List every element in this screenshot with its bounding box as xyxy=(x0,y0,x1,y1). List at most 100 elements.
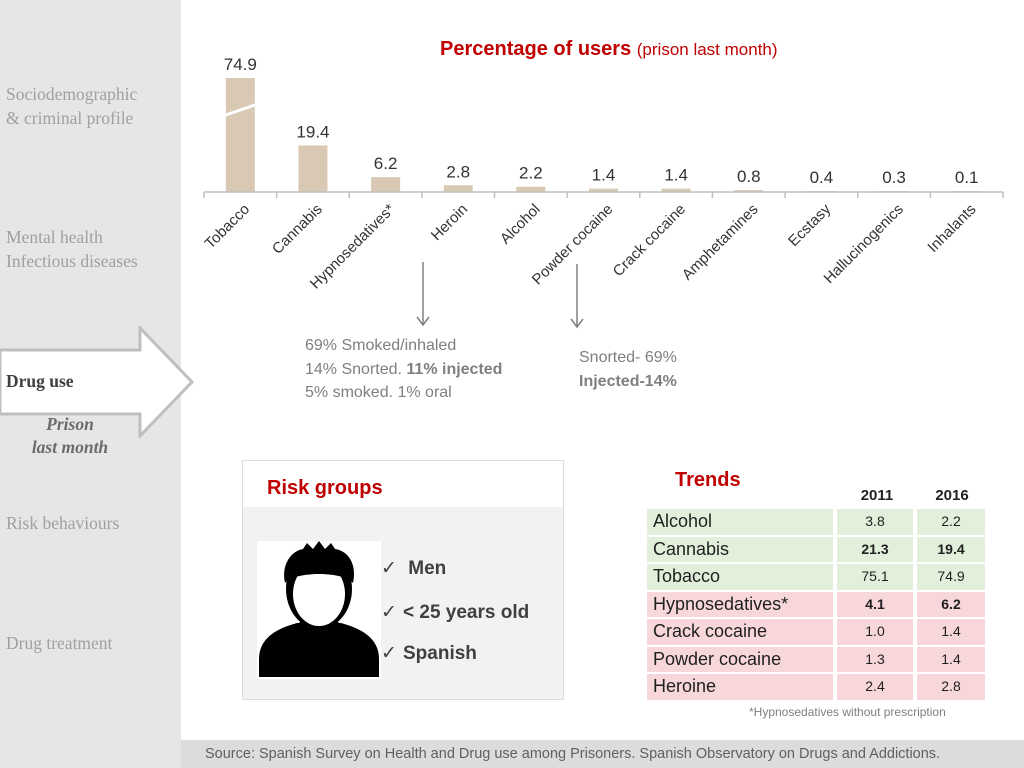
chart-title: Percentage of users (prison last month) xyxy=(440,38,778,61)
nav-item-drug-use[interactable]: Drug use xyxy=(6,371,74,391)
annotation-line: 69% Smoked/inhaled xyxy=(305,337,457,354)
trends-value-2016: 2.8 xyxy=(917,674,985,700)
risk-groups-card: Risk groups ✓ Men ✓ < 25 years old ✓ Spani… xyxy=(242,460,564,700)
category-label: Tobacco xyxy=(202,201,254,253)
bar xyxy=(225,78,255,192)
nav-subsection-prison-last-month: Prison last month xyxy=(31,414,109,457)
bar xyxy=(589,188,618,192)
risk-group-label: < 25 years old xyxy=(403,602,530,623)
trends-value-2016: 19.4 xyxy=(917,536,985,562)
annotation-line: Snorted- 69% xyxy=(579,349,677,366)
data-label: 1.4 xyxy=(664,166,688,185)
category-label: Cannabis xyxy=(269,201,326,258)
risk-group-item: ✓ Spanish xyxy=(381,642,477,665)
annotation-emphasis: 11% injected xyxy=(406,360,503,378)
trends-row: Heroine 2.4 2.8 xyxy=(647,674,985,702)
trends-value-2011: 1.3 xyxy=(837,646,915,672)
data-label: 0.3 xyxy=(882,168,906,187)
bar xyxy=(371,177,401,192)
trends-row: Tobacco 75.1 74.9 xyxy=(647,564,985,592)
trends-substance: Heroine xyxy=(647,674,835,700)
data-label: 0.4 xyxy=(810,168,834,187)
data-label: 74.9 xyxy=(224,55,257,74)
category-label: Crack cocaine xyxy=(610,201,689,280)
risk-groups-title: Risk groups xyxy=(267,477,383,499)
nav-item-risk-behaviours[interactable]: Risk behaviours xyxy=(6,513,120,533)
bar xyxy=(443,185,473,192)
checkmark-icon: ✓ xyxy=(381,643,397,664)
person-silhouette-icon xyxy=(257,541,381,679)
trends-substance: Hypnosedatives* xyxy=(647,591,835,617)
risk-group-label: Men xyxy=(408,558,447,579)
checkmark-icon: ✓ xyxy=(381,558,397,579)
trends-value-2016: 1.4 xyxy=(917,646,985,672)
annotation-emphasis: Injected-14% xyxy=(579,372,677,390)
risk-groups-header xyxy=(243,461,563,507)
trends-substance: Cannabis xyxy=(647,536,835,562)
source-citation: Source: Spanish Survey on Health and Dru… xyxy=(205,746,941,762)
nav-item-sociodemographic[interactable]: Sociodemographic & criminal profile xyxy=(6,84,138,128)
year-column-header: 2016 xyxy=(935,487,969,504)
bars-layer xyxy=(222,78,982,192)
trends-table: Trends 2011 2016 Alcohol 3.8 2.2 Cannabis 21… xyxy=(647,461,985,702)
annotation-line: 14% Snorted. 11% injected xyxy=(305,358,502,382)
footnote: *Hypnosedatives without prescription xyxy=(749,705,946,719)
chart-title-main: Percentage of users xyxy=(440,38,632,60)
category-label: Ecstasy xyxy=(785,200,835,250)
axis-break-mark xyxy=(222,102,259,118)
trends-value-2016: 2.2 xyxy=(917,509,985,535)
data-label: 2.8 xyxy=(446,162,470,181)
annotation-line: 5% smoked. 1% oral xyxy=(305,384,452,401)
bar xyxy=(661,188,691,192)
x-axis-ticks xyxy=(203,192,1004,198)
bar xyxy=(734,190,764,192)
trends-value-2011: 21.3 xyxy=(837,536,915,562)
bar-chart: 74.9 19.4 6.2 2.8 2.2 1.4 1.4 0.8 0.4 0.3 0.1 Toba… xyxy=(202,55,1004,292)
nav-item-drug-treatment[interactable]: Drug treatment xyxy=(6,633,113,653)
down-arrow-icon xyxy=(570,264,584,329)
nav-item-mental-health[interactable]: Mental health Infectious diseases xyxy=(6,227,138,271)
chart-title-sub: (prison last month) xyxy=(636,40,778,59)
year-column-header: 2011 xyxy=(860,487,894,504)
trends-row: Cannabis 21.3 19.4 xyxy=(647,536,985,564)
category-label: Alcohol xyxy=(497,201,544,248)
data-label: 0.1 xyxy=(955,168,979,187)
trends-substance: Crack cocaine xyxy=(647,619,835,645)
risk-group-item: ✓ Men xyxy=(381,557,446,580)
trends-value-2011: 2.4 xyxy=(837,674,915,700)
category-label: Inhalants xyxy=(924,201,979,256)
data-label: 1.4 xyxy=(592,166,616,185)
bar xyxy=(516,186,546,192)
down-arrow-icon xyxy=(416,262,430,327)
data-label: 19.4 xyxy=(296,122,329,141)
trends-row: Powder cocaine 1.3 1.4 xyxy=(647,646,985,674)
heroin-route-annotation: 69% Smoked/inhaled 14% Snorted. 11% inje… xyxy=(305,334,502,405)
trends-substance: Alcohol xyxy=(647,509,835,535)
trends-value-2016: 6.2 xyxy=(917,591,985,617)
cocaine-route-annotation: Snorted- 69% Injected-14% xyxy=(579,346,677,393)
trends-value-2011: 3.8 xyxy=(837,509,915,535)
category-label: Heroin xyxy=(428,201,471,244)
trends-value-2011: 4.1 xyxy=(837,591,915,617)
trends-row: Crack cocaine 1.0 1.4 xyxy=(647,619,985,647)
trends-title: Trends xyxy=(675,469,741,491)
data-label: 6.2 xyxy=(374,154,398,173)
bar xyxy=(298,145,328,192)
trends-value-2011: 1.0 xyxy=(837,619,915,645)
risk-group-label: Spanish xyxy=(403,643,477,664)
trends-row: Hypnosedatives* 4.1 6.2 xyxy=(647,591,985,619)
value-labels-layer: 74.9 19.4 6.2 2.8 2.2 1.4 1.4 0.8 0.4 0.3 0.1 xyxy=(224,55,979,187)
category-label: Hallucinogenics xyxy=(821,201,907,287)
trends-rows: Alcohol 3.8 2.2 Cannabis 21.3 19.4 Tobacco 75.1… xyxy=(647,509,985,702)
annotation-text: 14% Snorted. xyxy=(305,360,407,378)
data-label: 2.2 xyxy=(519,164,543,183)
category-label: Amphetamines xyxy=(679,201,762,284)
source-bar: Source: Spanish Survey on Health and Dru… xyxy=(181,740,1024,768)
checkmark-icon: ✓ xyxy=(381,602,397,623)
data-label: 0.8 xyxy=(737,167,761,186)
trends-value-2016: 74.9 xyxy=(917,564,985,590)
trends-value-2011: 75.1 xyxy=(837,564,915,590)
trends-row: Alcohol 3.8 2.2 xyxy=(647,509,985,537)
risk-group-item: ✓ < 25 years old xyxy=(381,601,529,624)
